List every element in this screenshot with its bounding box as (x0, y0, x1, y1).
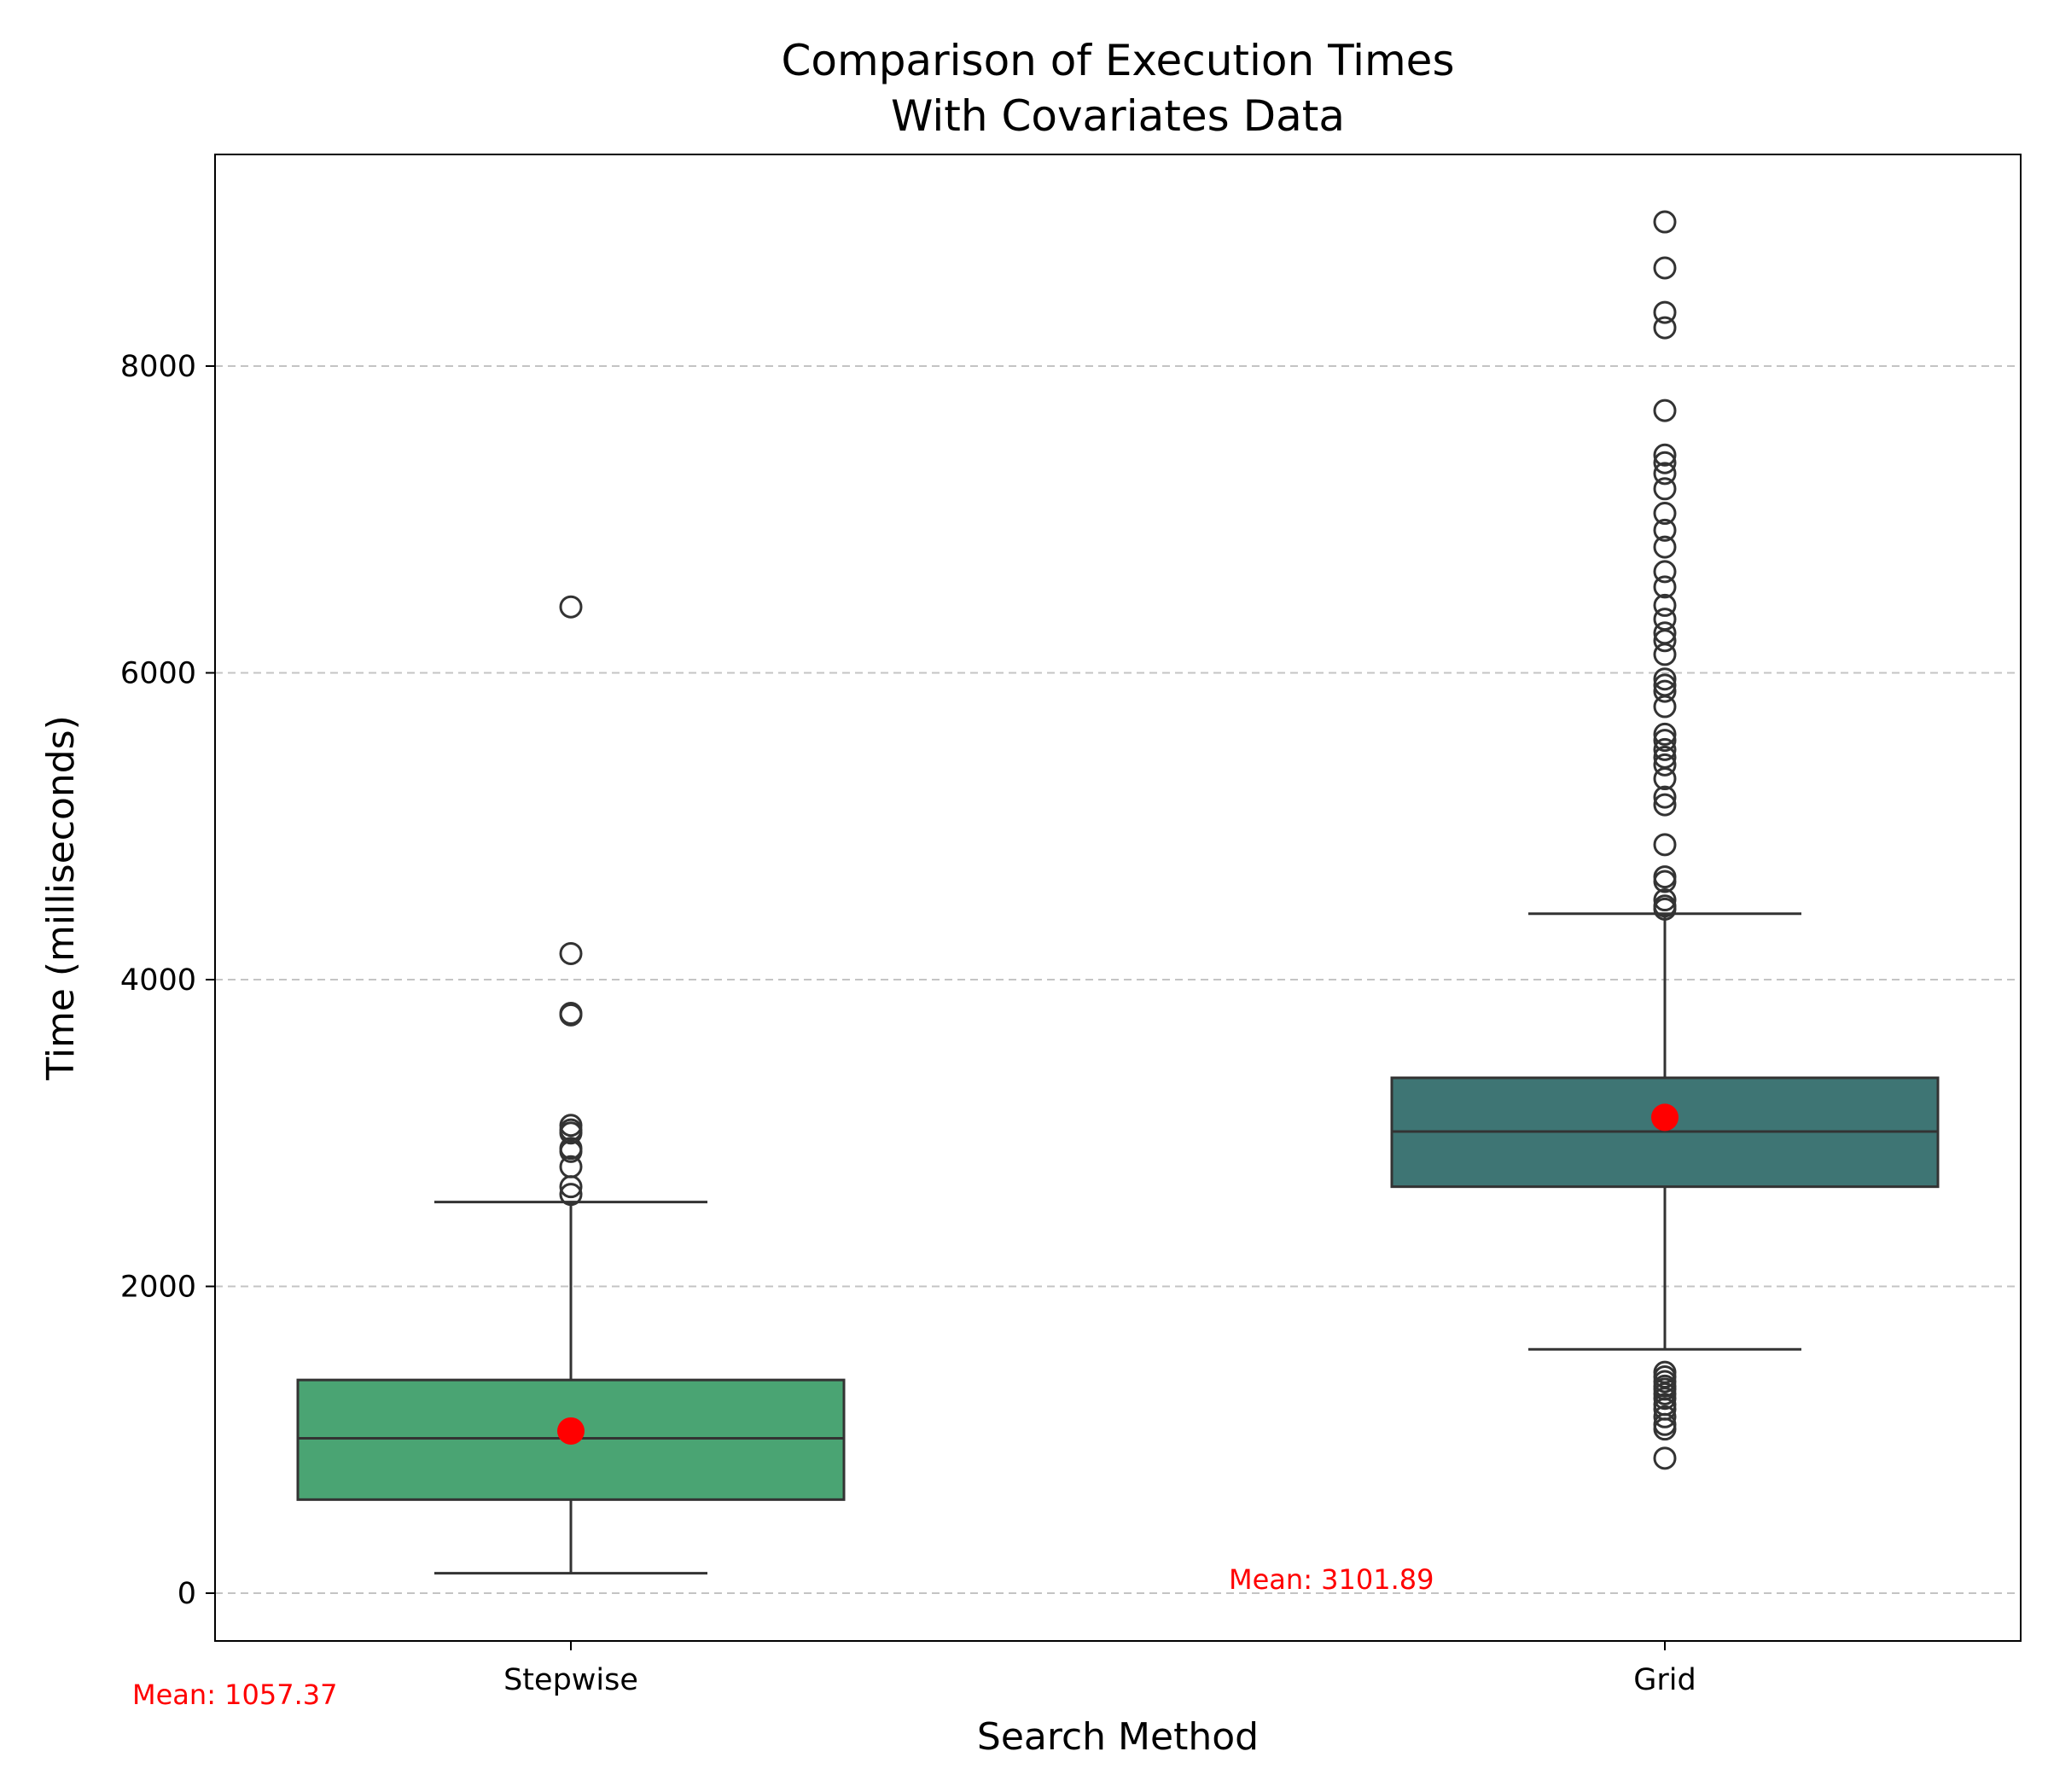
outlier-point (1653, 518, 1677, 542)
y-axis-label: Time (milliseconds) (39, 715, 83, 1081)
outlier-point (559, 941, 583, 965)
outlier-point (1653, 753, 1677, 777)
outlier-point (1653, 1405, 1677, 1428)
y-tick-label: 2000 (120, 1271, 196, 1305)
y-tick-label: 6000 (120, 657, 196, 691)
outlier-point (559, 1003, 583, 1027)
outlier-point (1653, 535, 1677, 559)
iqr-box (296, 1378, 846, 1501)
x-tick-label: Stepwise (503, 1663, 638, 1697)
mean-label-stepwise: Mean: 1057.37 (132, 1679, 337, 1711)
outlier-point (1653, 870, 1677, 893)
x-axis-label: Search Method (977, 1715, 1259, 1759)
outlier-point (1653, 462, 1677, 486)
outlier-point (1653, 833, 1677, 857)
box-stepwise: Mean: 1057.37 (132, 595, 846, 1711)
outlier-point (1653, 629, 1677, 653)
axes-layer: 0 2000 4000 6000 8000 Stepwise Grid (120, 350, 1696, 1697)
outlier-point (1653, 300, 1677, 324)
outlier-point (1653, 897, 1677, 921)
outlier-point (559, 1139, 583, 1163)
outlier-point (1653, 560, 1677, 584)
outlier-point (1653, 888, 1677, 912)
outlier-point (1653, 210, 1677, 234)
y-gridlines (215, 365, 2021, 1594)
plot-area-frame (214, 154, 2022, 1642)
outlier-point (559, 1175, 583, 1199)
outlier-point (1653, 679, 1677, 703)
outlier-point (1653, 443, 1677, 467)
boxes-layer: Mean: 1057.37 Mean: 3101.89 (132, 210, 1940, 1711)
outlier-point (1653, 575, 1677, 599)
outlier-point (1653, 643, 1677, 666)
outlier-point (1653, 667, 1677, 691)
outlier-point (1653, 767, 1677, 791)
chart-title-line-1: Comparison of Execution Times (781, 36, 1454, 85)
outlier-point (1653, 1417, 1677, 1441)
outlier-point (1653, 1387, 1677, 1411)
y-tick-label: 8000 (120, 350, 196, 384)
outlier-point (1653, 793, 1677, 817)
outlier-point (1653, 451, 1677, 474)
outlier-point (1653, 399, 1677, 422)
mean-label-grid: Mean: 3101.89 (1229, 1563, 1434, 1596)
outlier-point (1653, 729, 1677, 753)
x-tick-label: Grid (1633, 1663, 1696, 1697)
box-grid: Mean: 3101.89 (1229, 210, 1940, 1596)
outlier-point (559, 1121, 583, 1145)
mean-marker (557, 1417, 585, 1445)
outlier-point (1653, 502, 1677, 526)
outlier-point (1653, 256, 1677, 280)
outlier-point (559, 1183, 583, 1207)
y-tick-label: 4000 (120, 963, 196, 998)
outlier-point (1653, 695, 1677, 719)
outlier-point (1653, 477, 1677, 501)
outlier-point (1653, 316, 1677, 340)
outlier-point (1653, 1446, 1677, 1470)
chart-title-line-2: With Covariates Data (891, 91, 1345, 141)
outlier-point (1653, 722, 1677, 746)
outlier-point (559, 595, 583, 619)
outlier-point (1653, 737, 1677, 761)
mean-marker (1651, 1103, 1679, 1132)
y-tick-label: 0 (177, 1577, 196, 1611)
outlier-point (1653, 785, 1677, 809)
outlier-point (1653, 593, 1677, 617)
